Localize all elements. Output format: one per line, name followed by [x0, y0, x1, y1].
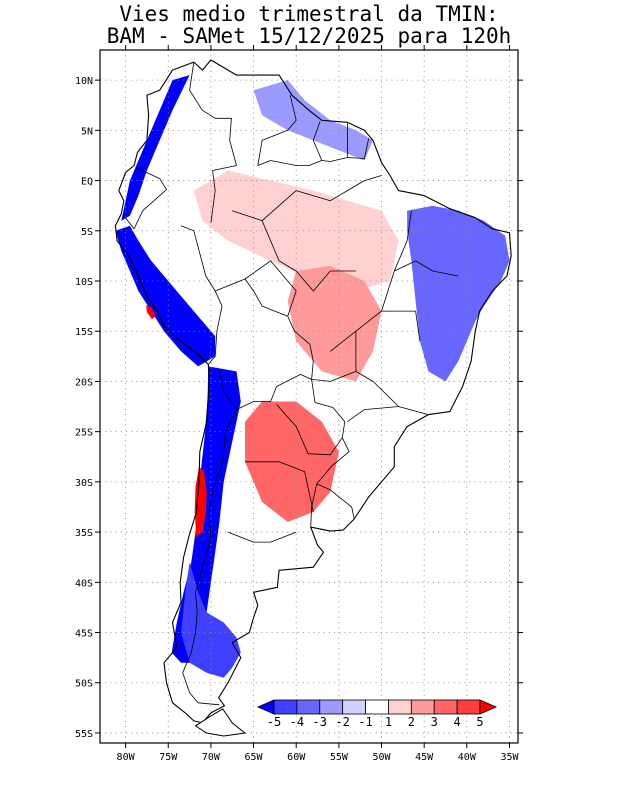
lon-tick-label: 55W: [330, 752, 349, 763]
lat-tick-label: 30S: [75, 478, 93, 489]
colorbar-label: -4: [290, 715, 304, 729]
tierra-del-fuego: [194, 708, 247, 737]
colorbar-label: 1: [385, 715, 392, 729]
country-border: [189, 62, 237, 223]
colorbar-label: 2: [408, 715, 415, 729]
colorbar-label: -2: [335, 715, 349, 729]
lat-tick-label: 10N: [75, 76, 93, 87]
bias-region-andes-north: [121, 75, 190, 221]
colorbar-box: [433, 699, 458, 715]
colorbar-box: [296, 699, 321, 715]
bias-region-argentina-warm: [245, 401, 339, 522]
colorbar-box: [410, 699, 435, 715]
bias-region-lima-hot: [146, 305, 156, 320]
country-border: [312, 121, 323, 161]
map-border: [99, 49, 519, 744]
lon-tick-label: 80W: [117, 752, 136, 763]
colorbar-box: [365, 699, 389, 715]
colorbar-label: -3: [313, 715, 327, 729]
colorbar-label: 3: [431, 715, 438, 729]
country-border: [215, 278, 314, 411]
colorbar-arrow-high: [479, 699, 497, 715]
bias-region-amazon-warm: [193, 170, 399, 291]
colorbar-box: [456, 699, 481, 715]
country-border: [227, 531, 297, 543]
lat-tick-label: 50S: [75, 679, 93, 690]
chart-title-line-2: BAM - SAMet 15/12/2025 para 120h: [106, 24, 512, 48]
country-border: [245, 461, 314, 513]
colorbar-box: [388, 699, 412, 715]
lon-tick-label: 50W: [372, 752, 391, 763]
lat-tick-label: 20S: [75, 377, 93, 388]
country-border: [295, 270, 356, 292]
lat-tick-label: 10S: [75, 277, 93, 288]
lon-tick-label: 65W: [245, 752, 264, 763]
country-border: [311, 371, 357, 382]
lon-tick-label: 40W: [458, 752, 477, 763]
lon-tick-label: 70W: [202, 752, 221, 763]
coastline-and-borders: [114, 59, 512, 737]
bias-region-north-coast: [253, 80, 373, 161]
lat-tick-label: 5N: [81, 126, 93, 137]
country-border: [355, 331, 429, 415]
country-border: [381, 260, 459, 312]
graticule: [100, 50, 518, 743]
lon-tick-label: 60W: [287, 752, 306, 763]
lat-tick-label: 25S: [75, 428, 93, 439]
colorbar-box: [319, 699, 344, 715]
country-border: [122, 167, 167, 230]
lon-tick-label: 35W: [500, 752, 519, 763]
lon-tick-label: 45W: [415, 752, 434, 763]
bias-region-ne-brazil: [407, 205, 510, 382]
lat-tick-label: 45S: [75, 629, 93, 640]
colorbar-label: -1: [358, 715, 372, 729]
country-border: [180, 225, 223, 365]
country-border: [347, 406, 399, 422]
chart-title-line-1: Vies medio trimestral da TMIN:: [119, 2, 499, 26]
country-border: [261, 220, 297, 272]
lat-tick-label: 40S: [75, 578, 93, 589]
country-border: [244, 260, 297, 317]
colorbar-box: [273, 699, 298, 715]
lat-tick-label: 35S: [75, 528, 93, 539]
lat-tick-label: 15S: [75, 327, 93, 338]
lat-tick-label: 5S: [81, 227, 93, 238]
colorbar-box: [342, 699, 366, 715]
lon-tick-label: 75W: [159, 752, 178, 763]
lat-tick-label: EQ: [81, 177, 93, 188]
colorbar-label: 4: [453, 715, 460, 729]
country-border: [182, 409, 237, 706]
bias-region-andes-peru: [115, 225, 216, 367]
coastline: [114, 59, 512, 724]
country-border: [393, 210, 412, 272]
colorbar: -5 -4 -3 -2 -1 1 2 3 4 5: [257, 699, 497, 729]
colorbar-label: -5: [267, 715, 281, 729]
country-border: [310, 483, 318, 528]
axis-labels: 10N 5N EQ 5S 10S 15S 20S 25S 30S 35S 40S 45S 50S 55S 8…: [75, 45, 523, 763]
colorbar-label: 5: [476, 715, 483, 729]
bias-region-chile-hot: [194, 466, 207, 538]
lat-tick-label: 55S: [75, 729, 93, 740]
